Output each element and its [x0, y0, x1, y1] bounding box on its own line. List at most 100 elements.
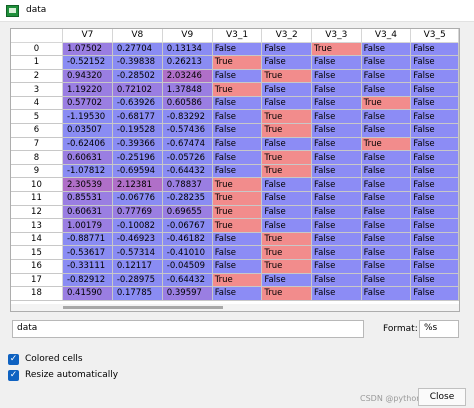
resize-checkbox[interactable]: ✓	[8, 369, 19, 381]
table-cell[interactable]: False	[261, 177, 312, 193]
table-cell[interactable]: False	[410, 109, 459, 125]
table-cell[interactable]: False	[361, 286, 412, 301]
column-header[interactable]: V3_1	[212, 29, 263, 43]
table-cell[interactable]: False	[311, 150, 362, 165]
table-cell[interactable]: False	[410, 123, 459, 138]
colored-cells-option[interactable]: ✓ Colored cells	[8, 352, 83, 366]
table-cell[interactable]: -0.06767	[162, 218, 213, 233]
table-cell[interactable]: False	[410, 191, 459, 206]
column-header[interactable]: V8	[112, 29, 163, 43]
table-cell[interactable]: 0.26213	[162, 55, 213, 70]
table-cell[interactable]: False	[261, 273, 312, 288]
table-cell[interactable]: True	[261, 245, 312, 260]
table-cell[interactable]: False	[311, 55, 362, 70]
table-cell[interactable]: False	[212, 123, 263, 138]
table-cell[interactable]: False	[311, 232, 362, 247]
table-cell[interactable]: 0.27704	[112, 42, 163, 57]
table-cell[interactable]: False	[212, 69, 263, 84]
table-cell[interactable]: True	[311, 42, 362, 57]
table-cell[interactable]: -1.19530	[62, 109, 113, 125]
scrollbar-thumb[interactable]	[63, 306, 223, 309]
table-cell[interactable]: False	[410, 82, 459, 97]
table-cell[interactable]: -0.68177	[112, 109, 163, 125]
table-cell[interactable]: False	[361, 42, 412, 57]
table-cell[interactable]: False	[361, 109, 412, 125]
table-cell[interactable]: 1.00179	[62, 218, 113, 233]
table-cell[interactable]: False	[311, 123, 362, 138]
table-cell[interactable]: False	[410, 205, 459, 220]
table-cell[interactable]: 0.03507	[62, 123, 113, 138]
table-cell[interactable]: True	[212, 273, 263, 288]
table-cell[interactable]: False	[212, 245, 263, 260]
table-cell[interactable]: 0.85531	[62, 191, 113, 206]
table-cell[interactable]: 0.17785	[112, 286, 163, 301]
table-cell[interactable]: True	[261, 259, 312, 274]
table-cell[interactable]: 0.72102	[112, 82, 163, 97]
column-header[interactable]: V3_2	[261, 29, 312, 43]
table-cell[interactable]: False	[311, 259, 362, 274]
table-cell[interactable]: -0.39366	[112, 137, 163, 152]
table-cell[interactable]: False	[311, 245, 362, 260]
table-cell[interactable]: -0.19528	[112, 123, 163, 138]
table-cell[interactable]: False	[410, 273, 459, 288]
table-cell[interactable]: -0.46182	[162, 232, 213, 247]
table-cell[interactable]: 1.07502	[62, 42, 113, 57]
column-header[interactable]: V9	[162, 29, 213, 43]
format-input[interactable]: %s	[419, 320, 459, 338]
colored-cells-checkbox[interactable]: ✓	[8, 353, 19, 365]
table-cell[interactable]: False	[261, 96, 312, 111]
column-header[interactable]: V3_5	[410, 29, 459, 43]
table-cell[interactable]: False	[212, 164, 263, 179]
table-cell[interactable]: False	[261, 205, 312, 220]
table-cell[interactable]: -0.88771	[62, 232, 113, 247]
table-cell[interactable]: 0.69655	[162, 205, 213, 220]
table-cell[interactable]: 0.60631	[62, 205, 113, 220]
table-cell[interactable]: False	[311, 69, 362, 84]
table-cell[interactable]: False	[311, 191, 362, 206]
table-cell[interactable]: -0.28235	[162, 191, 213, 206]
table-cell[interactable]: False	[261, 191, 312, 206]
table-cell[interactable]: 0.94320	[62, 69, 113, 84]
table-cell[interactable]: False	[212, 286, 263, 301]
table-cell[interactable]: True	[261, 286, 312, 301]
table-cell[interactable]: 0.13134	[162, 42, 213, 57]
table-cell[interactable]: -0.69594	[112, 164, 163, 179]
table-cell[interactable]: False	[361, 82, 412, 97]
table-cell[interactable]: False	[410, 42, 459, 57]
table-cell[interactable]: False	[311, 137, 362, 152]
table-cell[interactable]: False	[361, 123, 412, 138]
table-cell[interactable]: True	[261, 150, 312, 165]
table-cell[interactable]: -0.04509	[162, 259, 213, 274]
table-cell[interactable]: -0.57436	[162, 123, 213, 138]
table-cell[interactable]: -0.28502	[112, 69, 163, 84]
table-cell[interactable]: False	[361, 164, 412, 179]
column-header[interactable]: V3_4	[361, 29, 412, 43]
table-cell[interactable]: -0.06776	[112, 191, 163, 206]
table-cell[interactable]: False	[212, 42, 263, 57]
table-cell[interactable]: False	[261, 82, 312, 97]
table-cell[interactable]: True	[261, 123, 312, 138]
table-cell[interactable]: False	[311, 164, 362, 179]
table-cell[interactable]: False	[361, 218, 412, 233]
table-cell[interactable]: False	[410, 259, 459, 274]
table-cell[interactable]: False	[410, 96, 459, 111]
table-cell[interactable]: True	[261, 164, 312, 179]
table-cell[interactable]: -0.46923	[112, 232, 163, 247]
table-cell[interactable]: False	[361, 69, 412, 84]
table-cell[interactable]: True	[212, 191, 263, 206]
table-cell[interactable]: -0.63926	[112, 96, 163, 111]
table-cell[interactable]: True	[361, 137, 412, 152]
table-cell[interactable]: -0.67474	[162, 137, 213, 152]
table-cell[interactable]: False	[361, 259, 412, 274]
table-cell[interactable]: False	[311, 96, 362, 111]
table-cell[interactable]: -0.62406	[62, 137, 113, 152]
table-cell[interactable]: False	[361, 245, 412, 260]
table-cell[interactable]: -0.25196	[112, 150, 163, 165]
table-cell[interactable]: -0.82912	[62, 273, 113, 288]
table-cell[interactable]: False	[410, 245, 459, 260]
table-cell[interactable]: -0.28975	[112, 273, 163, 288]
table-cell[interactable]: False	[410, 150, 459, 165]
table-cell[interactable]: True	[212, 177, 263, 193]
table-cell[interactable]: -0.10082	[112, 218, 163, 233]
table-cell[interactable]: False	[311, 205, 362, 220]
